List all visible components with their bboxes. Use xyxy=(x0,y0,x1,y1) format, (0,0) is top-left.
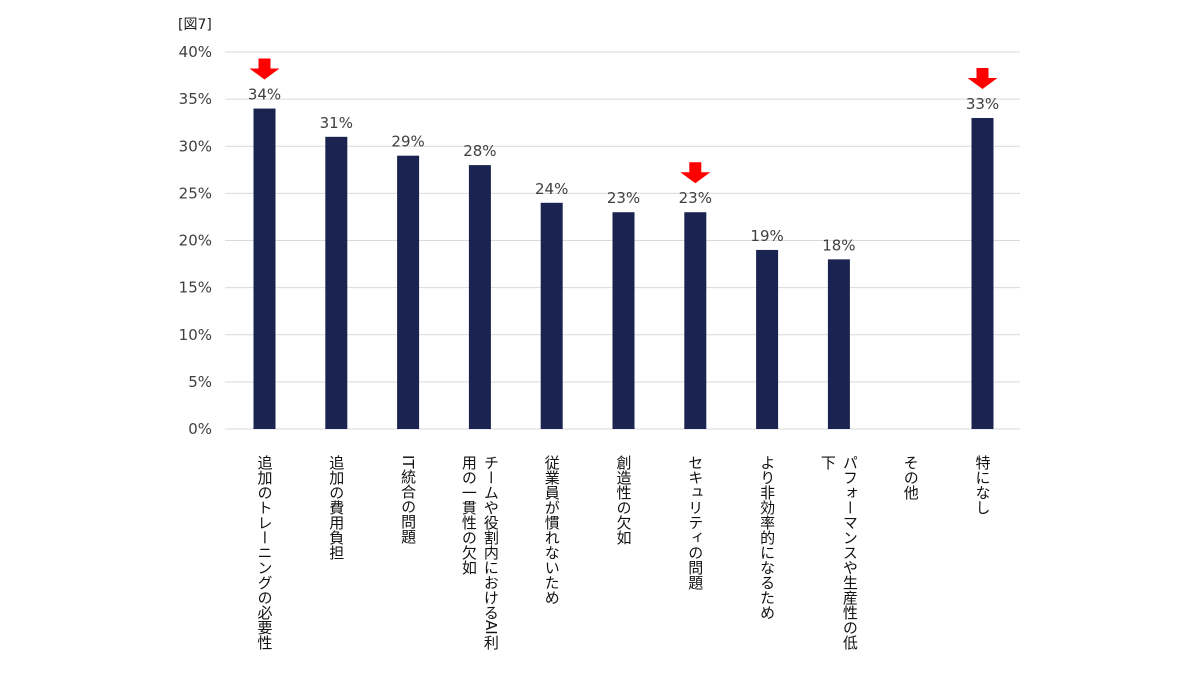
category-label: パフォーマンスや生産性の低 xyxy=(841,455,859,651)
category-label: IT統合の問題 xyxy=(399,455,417,545)
y-tick-label: 15% xyxy=(179,279,212,297)
highlight-arrow-icon xyxy=(967,67,998,89)
y-tick-label: 25% xyxy=(179,184,212,202)
data-label: 34% xyxy=(248,86,281,104)
bar xyxy=(468,165,491,429)
data-label: 18% xyxy=(822,236,855,254)
figure-label: [図7] xyxy=(178,17,212,33)
y-tick-label: 30% xyxy=(179,137,212,155)
bar xyxy=(253,108,276,430)
highlight-arrow-icon xyxy=(680,162,711,184)
data-label: 29% xyxy=(391,133,424,151)
data-label: 23% xyxy=(607,189,640,207)
y-tick-label: 5% xyxy=(188,373,212,391)
category-label: 下 xyxy=(819,455,837,470)
bar xyxy=(325,136,348,429)
bar xyxy=(756,249,779,429)
category-label: 従業員が慣れないため xyxy=(543,455,561,605)
highlight-arrow-icon xyxy=(249,58,280,80)
y-tick-label: 0% xyxy=(188,420,212,438)
data-label: 31% xyxy=(320,114,353,132)
category-label: 用の一貫性の欠如 xyxy=(460,455,478,575)
y-tick-label: 10% xyxy=(179,326,212,344)
category-label: セキュリティの問題 xyxy=(686,455,704,591)
bar xyxy=(827,259,850,429)
category-label: 追加の費用負担 xyxy=(327,455,345,560)
data-label: 33% xyxy=(966,95,999,113)
category-label: 創造性の欠如 xyxy=(615,455,633,545)
data-label: 24% xyxy=(535,180,568,198)
data-label: 23% xyxy=(679,189,712,207)
bar xyxy=(684,212,707,429)
bar xyxy=(397,155,420,430)
y-tick-label: 20% xyxy=(179,232,212,250)
category-label: 特になし xyxy=(974,455,992,515)
bar xyxy=(612,212,635,429)
bar xyxy=(540,202,563,429)
category-label: チームや役割内におけるAI利 xyxy=(482,455,500,650)
y-tick-label: 40% xyxy=(179,43,212,61)
category-label: より非効率的になるため xyxy=(758,455,776,620)
category-label: 追加のトレーニングの必要性 xyxy=(256,455,274,650)
data-label: 28% xyxy=(463,142,496,160)
category-label: その他 xyxy=(902,455,920,501)
y-tick-label: 35% xyxy=(179,90,212,108)
bar xyxy=(971,117,994,429)
data-label: 19% xyxy=(750,227,783,245)
